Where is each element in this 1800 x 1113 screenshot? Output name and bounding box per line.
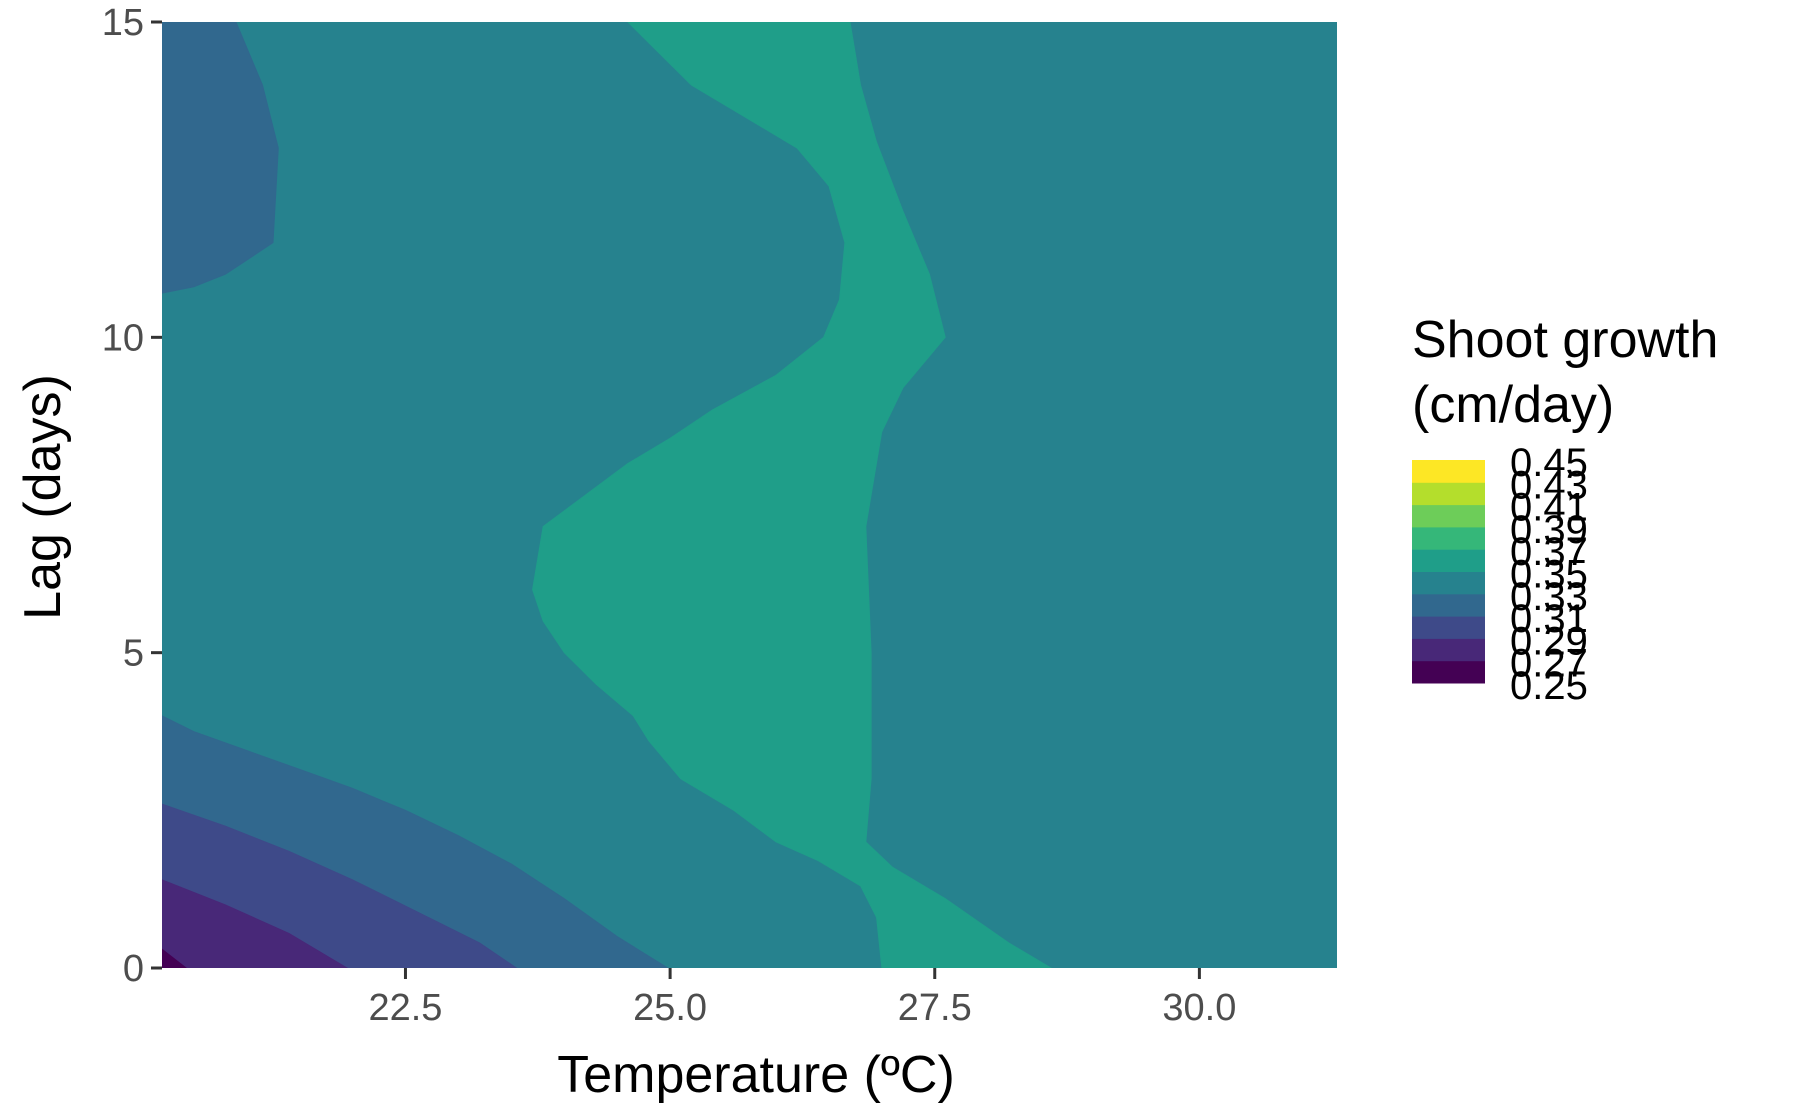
legend-swatch — [1412, 616, 1485, 639]
legend: Shoot growth (cm/day) 0.250.270.290.310.… — [1412, 311, 1718, 708]
legend-level-label: 0.45 — [1510, 441, 1588, 485]
x-tick-label: 22.5 — [368, 987, 442, 1029]
legend-swatch — [1412, 504, 1485, 528]
y-tick-label: 15 — [102, 2, 144, 44]
contour-region-0.35-0.37 — [532, 22, 1052, 968]
legend-level-label: 0.37 — [1510, 530, 1588, 574]
legend-title-line-2: (cm/day) — [1412, 376, 1614, 434]
legend-level-label: 0.43 — [1510, 463, 1588, 507]
legend-swatch — [1412, 638, 1485, 662]
legend-swatch — [1412, 482, 1485, 506]
legend-color-bar — [1412, 460, 1485, 684]
y-tick-label: 0 — [123, 948, 144, 990]
legend-swatch — [1412, 593, 1485, 617]
legend-level-label: 0.41 — [1510, 486, 1588, 530]
legend-swatch — [1412, 571, 1485, 595]
legend-labels: 0.250.270.290.310.330.350.370.390.410.43… — [1510, 441, 1588, 708]
legend-level-label: 0.33 — [1510, 575, 1588, 619]
y-tick-label: 10 — [102, 317, 144, 359]
x-tick-label: 30.0 — [1162, 987, 1236, 1029]
contour-region-0.27-0.29 — [162, 879, 348, 968]
x-axis-title: Temperature (ºC) — [557, 1046, 955, 1104]
legend-level-label: 0.39 — [1510, 508, 1588, 552]
legend-swatch — [1412, 526, 1485, 550]
x-tick-label: 27.5 — [898, 987, 972, 1029]
x-tick-label: 25.0 — [633, 987, 707, 1029]
plot-panel — [162, 22, 1337, 968]
legend-level-label: 0.27 — [1510, 642, 1588, 686]
legend-title-line-1: Shoot growth — [1412, 311, 1718, 369]
y-axis-title: Lag (days) — [14, 374, 72, 620]
contour-region-0.25-0.27 — [162, 948, 187, 968]
legend-level-label: 0.31 — [1510, 597, 1588, 641]
y-tick-label: 5 — [123, 633, 144, 675]
legend-swatch — [1412, 660, 1485, 684]
legend-swatch — [1412, 460, 1485, 483]
axes: 22.5 25.0 27.5 30.0 0 5 10 15 — [102, 2, 1237, 1029]
legend-level-label: 0.25 — [1510, 664, 1588, 708]
contour-region-0.31-0.33 — [162, 22, 279, 294]
legend-level-label: 0.35 — [1510, 553, 1588, 597]
legend-level-label: 0.29 — [1510, 619, 1588, 663]
legend-swatch — [1412, 549, 1485, 572]
